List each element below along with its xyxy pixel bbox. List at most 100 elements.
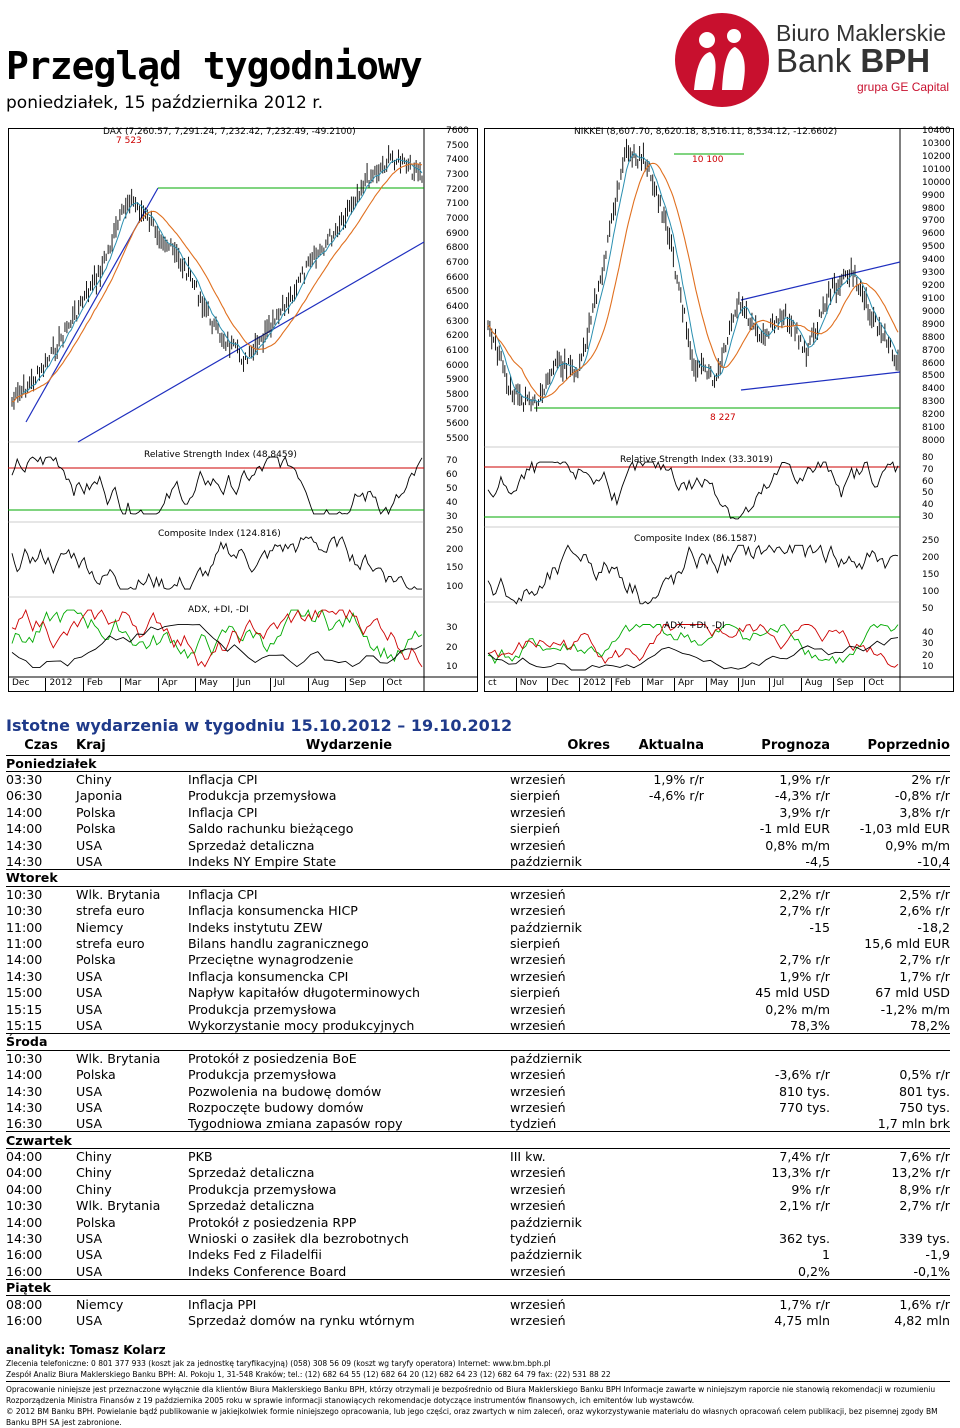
- event-cell: Sprzedaż detaliczna: [188, 1198, 315, 1214]
- event-cell: 0,9% m/m: [885, 837, 950, 853]
- event-cell: [704, 935, 830, 951]
- axis-tick: 9600: [922, 229, 945, 240]
- nikkei-rsi-series: [487, 460, 899, 520]
- dax-rsi-title: Relative Strength Index (48.8459): [144, 450, 297, 460]
- month-separator: [82, 678, 84, 692]
- event-cell: Japonia: [76, 788, 123, 804]
- nikkei-adx-series: [487, 623, 899, 671]
- axis-tick: 10300: [922, 138, 951, 149]
- events-header-row: Czas Kraj Wydarzenie Okres Aktualna Prog…: [6, 736, 950, 756]
- event-cell: 13,2% r/r: [891, 1165, 950, 1181]
- dax-chart: DAX (7,260.57, 7,291.24, 7,232.42, 7,232…: [8, 122, 478, 692]
- event-cell: 3,9% r/r: [779, 804, 830, 820]
- axis-tick: 7300: [446, 170, 469, 180]
- axis-tick: 20: [922, 650, 934, 661]
- event-cell: 1,7% r/r: [899, 968, 950, 984]
- axis-tick: 7500: [446, 140, 469, 151]
- event-cell: [610, 804, 704, 820]
- month-label: May: [199, 678, 218, 688]
- event-cell: -3,6% r/r: [774, 1067, 830, 1083]
- analyst: analityk: Tomasz Kolarz: [6, 1343, 166, 1357]
- nikkei-adx-line: [487, 637, 899, 671]
- events-title: Istotne wydarzenia w tygodniu 15.10.2012…: [6, 716, 513, 735]
- axis-tick: 9800: [922, 203, 945, 214]
- event-cell: 1,7 mln brk: [877, 1116, 950, 1132]
- dax-title: DAX (7,260.57, 7,291.24, 7,232.42, 7,232…: [103, 127, 356, 137]
- month-label: Jul: [773, 678, 785, 688]
- month-separator: [515, 678, 517, 692]
- month-separator: [232, 678, 234, 692]
- month-separator: [345, 678, 347, 692]
- event-cell: 08:00: [6, 1296, 43, 1312]
- event-cell: Niemcy: [76, 919, 124, 935]
- month-separator: [674, 678, 676, 692]
- month-label: Sep: [836, 678, 854, 688]
- event-cell: [610, 1050, 704, 1066]
- event-cell: sierpień: [510, 788, 561, 804]
- logo-line2: Bank BPH: [776, 42, 930, 80]
- event-cell: III kw.: [510, 1149, 546, 1165]
- event-cell: Indeks instytutu ZEW: [188, 919, 323, 935]
- event-cell: Inflacja konsumencka CPI: [188, 968, 349, 984]
- event-cell: [610, 1214, 704, 1230]
- event-cell: Wlk. Brytania: [76, 1050, 161, 1066]
- event-cell: 11:00: [6, 919, 43, 935]
- event-cell: 13,3% r/r: [771, 1165, 830, 1181]
- dax-ci-title: Composite Index (124.816): [158, 529, 281, 539]
- event-cell: 15:00: [6, 985, 43, 1001]
- month-separator: [45, 678, 47, 692]
- logo-line3: grupa GE Capital: [857, 80, 950, 94]
- event-cell: 14:00: [6, 821, 43, 837]
- event-row: 16:00 USA Indeks Fed z Filadelfii październ…: [6, 1247, 950, 1263]
- axis-tick: 100: [922, 587, 940, 597]
- event-row: 15:15 USA Produkcja przemysłowa wrzesień 0,2…: [6, 1001, 950, 1017]
- month-label: 2012: [49, 678, 73, 688]
- event-cell: wrzesień: [510, 837, 566, 853]
- month-separator: [800, 678, 802, 692]
- event-row: 10:30 strefa euro Inflacja konsumencka HIC…: [6, 903, 950, 919]
- event-cell: 16:00: [6, 1312, 43, 1328]
- event-cell: 16:00: [6, 1247, 43, 1263]
- event-cell: [610, 1001, 704, 1017]
- event-cell: [610, 1099, 704, 1115]
- axis-tick: 8200: [922, 410, 945, 421]
- event-cell: [610, 1263, 704, 1279]
- event-cell: wrzesień: [510, 1312, 566, 1328]
- event-row: 06:30 Japonia Produkcja przemysłowa sierpie…: [6, 788, 950, 804]
- event-cell: tydzień: [510, 1116, 557, 1132]
- event-cell: 7,4% r/r: [779, 1149, 830, 1165]
- event-cell: 770 tys.: [779, 1099, 830, 1115]
- event-cell: wrzesień: [510, 968, 566, 984]
- event-cell: 750 tys.: [899, 1099, 950, 1115]
- event-cell: USA: [76, 1247, 103, 1263]
- nikkei-low-label: 8 227: [710, 413, 736, 423]
- month-label: Mar: [646, 678, 664, 688]
- month-separator: [832, 678, 834, 692]
- dax-ci-line: [11, 536, 422, 590]
- events-body: Poniedziałek 03:30 Chiny Inflacja CPI wrzesi…: [6, 754, 950, 1329]
- event-cell: [610, 903, 704, 919]
- event-cell: tydzień: [510, 1231, 557, 1247]
- event-cell: [610, 1247, 704, 1263]
- bank-logo: Biuro Maklerskie Bank BPH grupa GE Capit…: [672, 10, 952, 110]
- event-cell: 06:30: [6, 788, 43, 804]
- event-cell: 2,5% r/r: [899, 887, 950, 903]
- axis-tick: 8100: [922, 423, 945, 434]
- nikkei-rsi-line: [487, 460, 899, 520]
- event-cell: [610, 952, 704, 968]
- event-cell: 14:30: [6, 1231, 43, 1247]
- month-separator: [157, 678, 159, 692]
- event-cell: 14:00: [6, 1214, 43, 1230]
- event-row: 14:00 Polska Przeciętne wynagrodzenie wrzes…: [6, 952, 950, 968]
- event-cell: Wlk. Brytania: [76, 887, 161, 903]
- event-cell: [704, 1214, 830, 1230]
- event-row: 10:30 Wlk. Brytania Inflacja CPI wrzesień 2,…: [6, 886, 950, 902]
- event-cell: Indeks Fed z Filadelfii: [188, 1247, 322, 1263]
- event-cell: [610, 1198, 704, 1214]
- event-cell: Sprzedaż domów na rynku wtórnym: [188, 1312, 415, 1328]
- event-cell: Chiny: [76, 1149, 112, 1165]
- event-cell: USA: [76, 853, 103, 869]
- month-separator: [769, 678, 771, 692]
- event-cell: 1,6% r/r: [899, 1296, 950, 1312]
- event-cell: wrzesień: [510, 1001, 566, 1017]
